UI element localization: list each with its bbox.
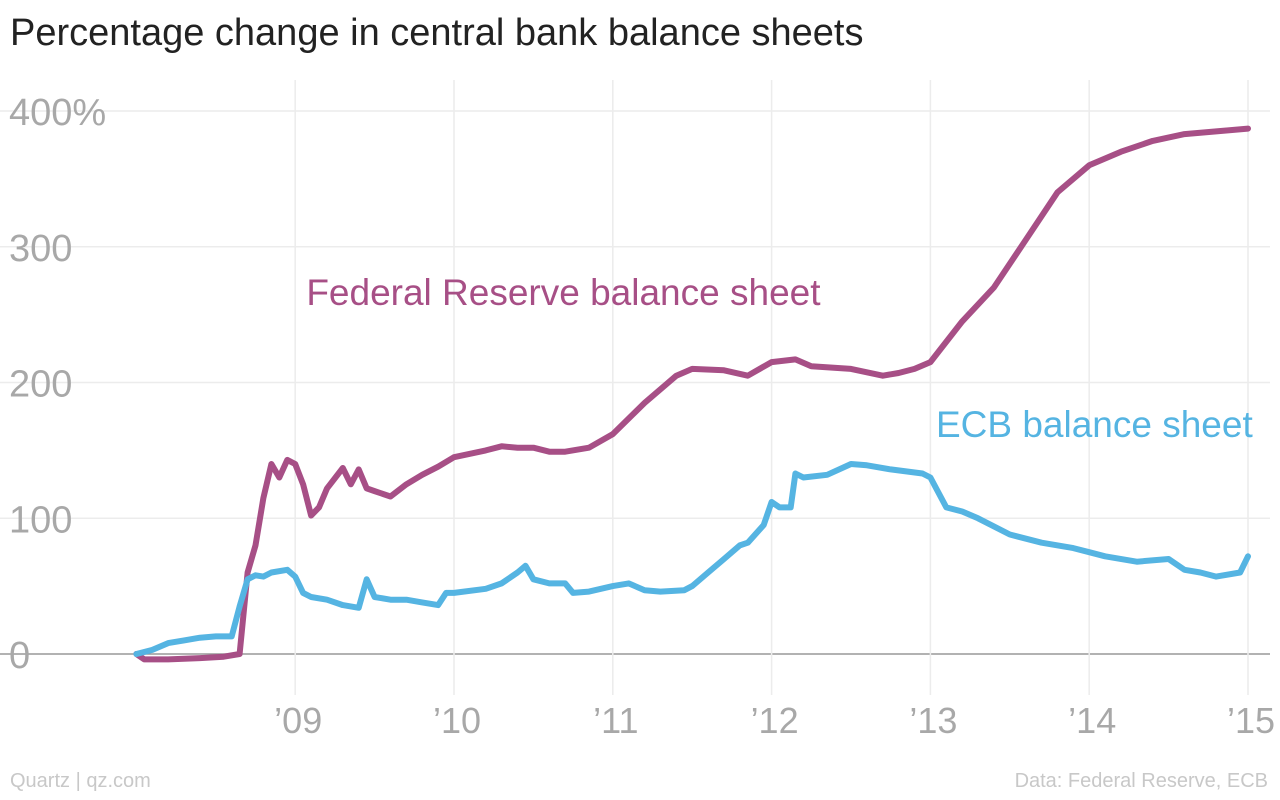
x-tick-label: ’15 bbox=[1227, 700, 1275, 741]
series-annotations: Federal Reserve balance sheet ECB balance… bbox=[306, 272, 1253, 445]
credit-text: Quartz | qz.com bbox=[10, 770, 151, 792]
source-text: Data: Federal Reserve, ECB bbox=[1014, 770, 1268, 792]
x-tick-label: ’12 bbox=[751, 700, 799, 741]
x-tick-label: ’13 bbox=[909, 700, 957, 741]
y-tick-label: 100 bbox=[9, 499, 72, 541]
fed-series-label: Federal Reserve balance sheet bbox=[306, 272, 821, 313]
y-tick-label: 0 bbox=[9, 635, 30, 677]
chart-title: Percentage change in central bank balanc… bbox=[10, 12, 864, 54]
y-tick-label: 400% bbox=[9, 92, 106, 134]
x-tick-label: ’10 bbox=[433, 700, 481, 741]
ecb-series-label: ECB balance sheet bbox=[936, 404, 1253, 445]
x-tick-label: ’09 bbox=[274, 700, 322, 741]
y-tick-label: 300 bbox=[9, 228, 72, 270]
ecb-series-line bbox=[133, 461, 1251, 657]
y-tick-label: 200 bbox=[9, 364, 72, 406]
x-tick-label: ’11 bbox=[593, 700, 638, 741]
gridlines bbox=[0, 80, 1270, 695]
tick-labels: 0 100 200 300 400% ’09 ’10 ’11 ’12 ’13 ’14 ’15 bbox=[9, 92, 1275, 741]
x-tick-label: ’14 bbox=[1068, 700, 1116, 741]
fed-series-line bbox=[133, 125, 1251, 663]
series-lines bbox=[133, 125, 1251, 663]
